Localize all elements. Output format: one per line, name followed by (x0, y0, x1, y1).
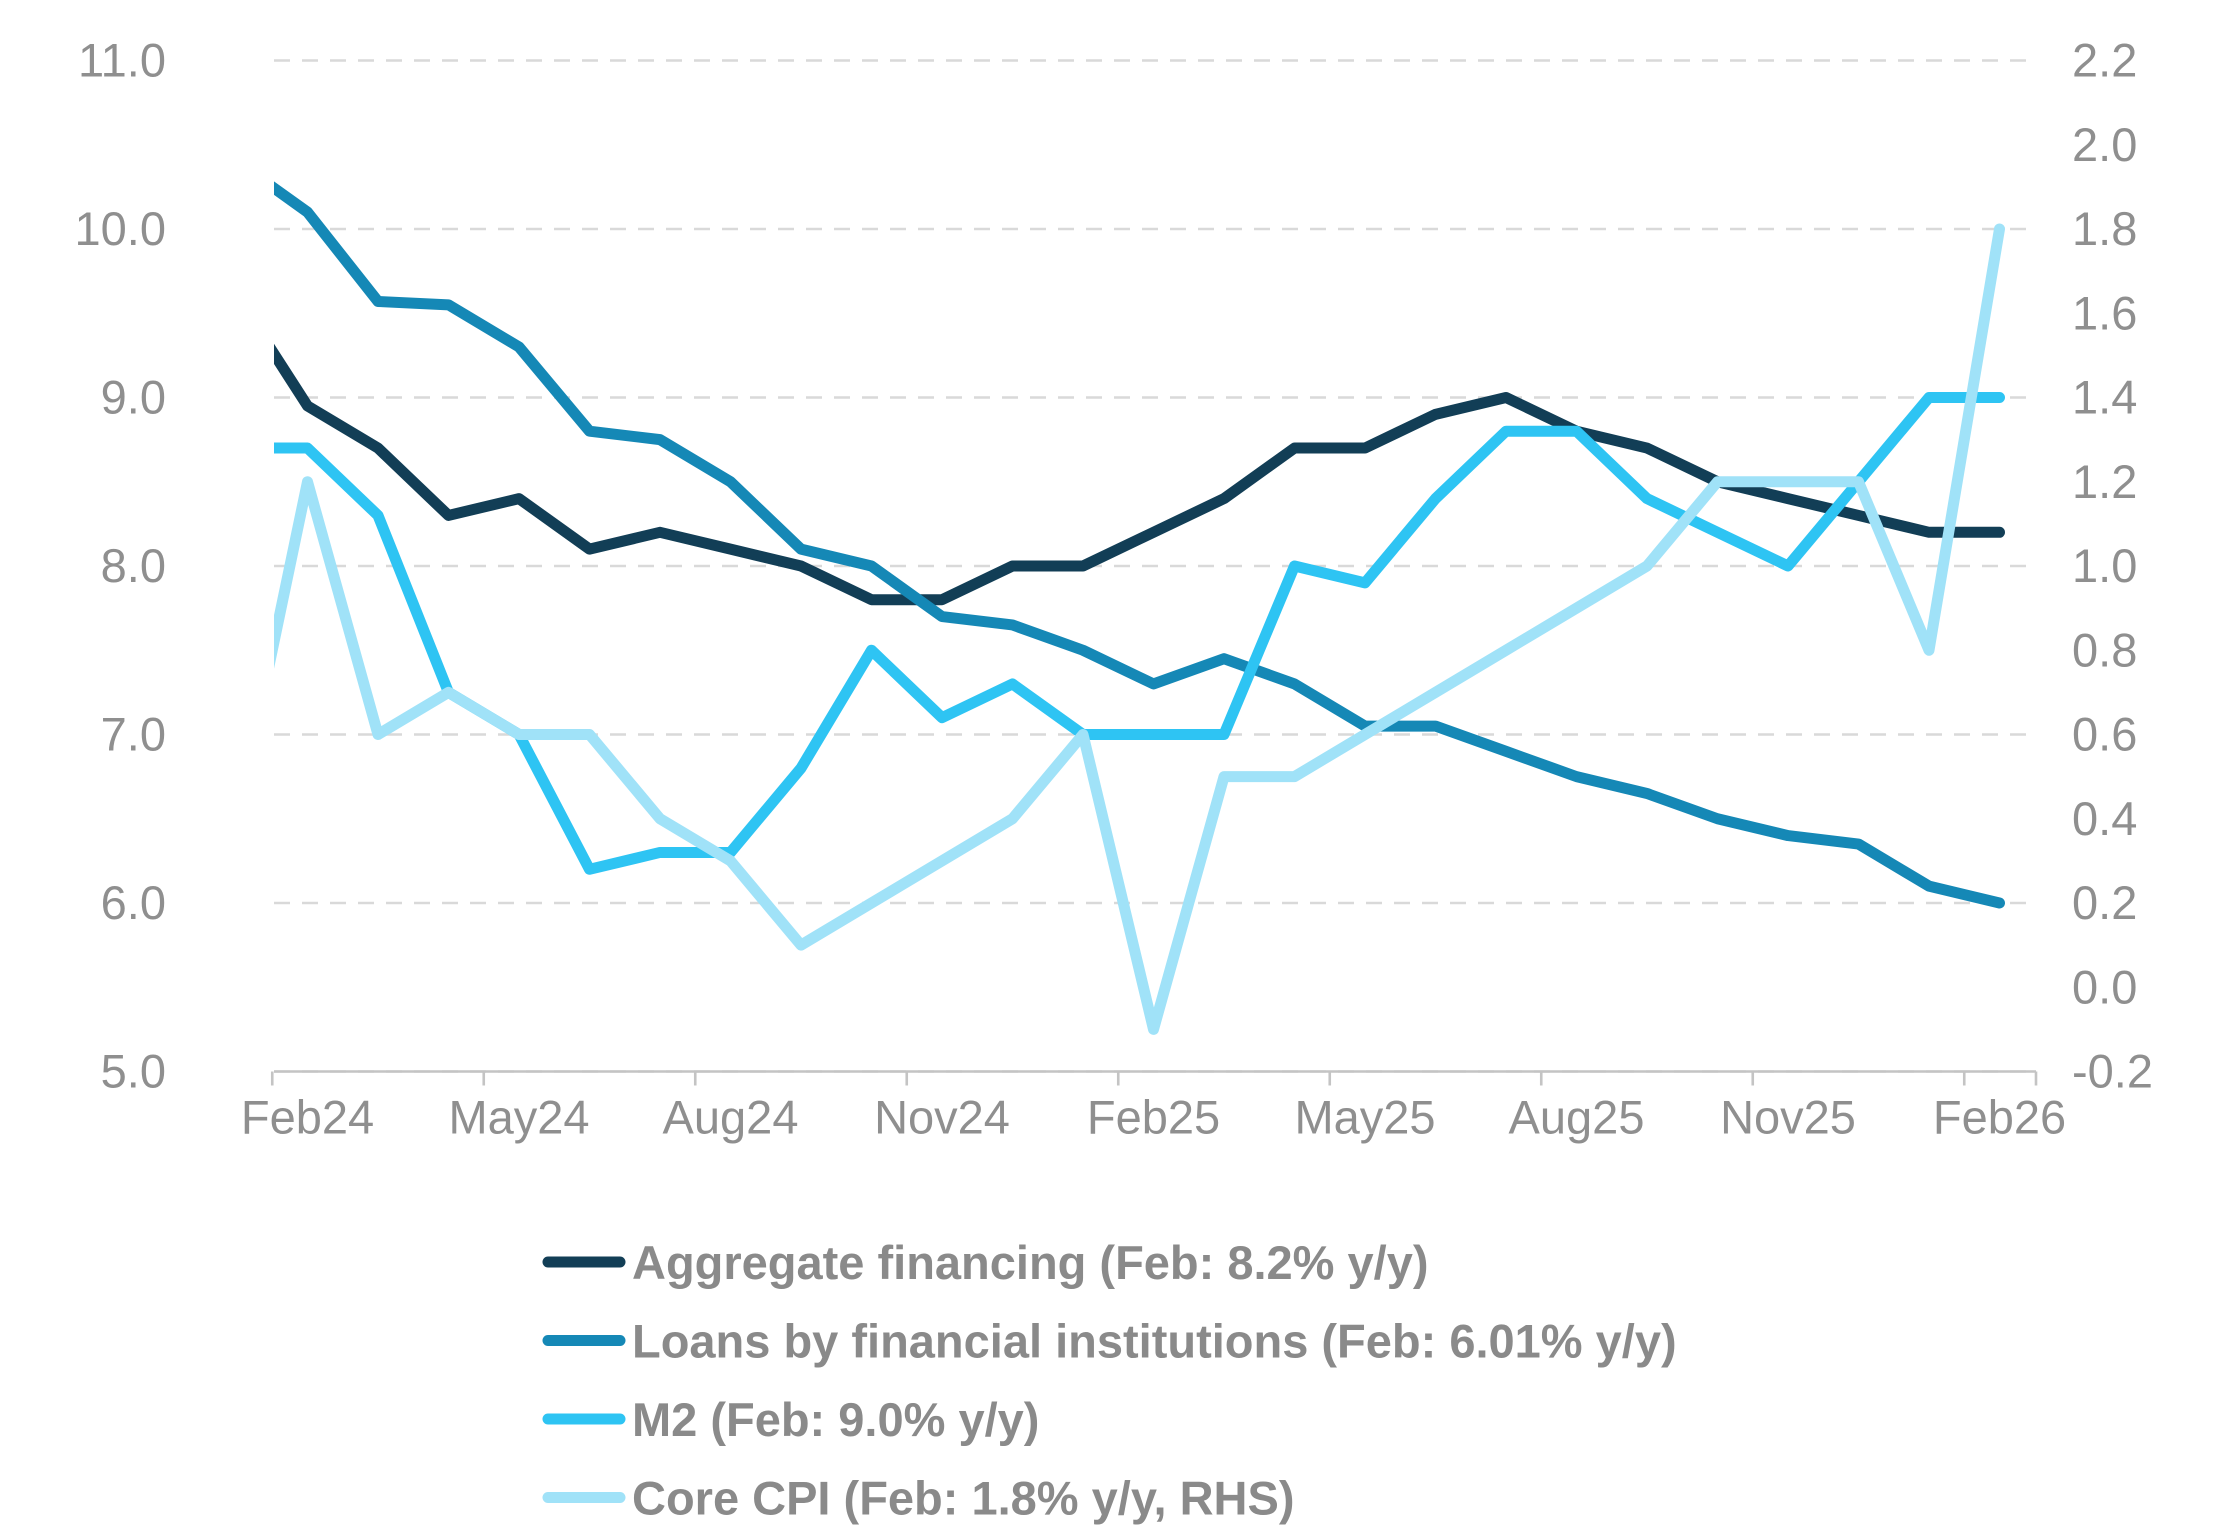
x-tick-label: May25 (1294, 1091, 1435, 1144)
y-axis-label-left: 10.0 (75, 202, 166, 255)
series-line-m2 (274, 392, 2005, 875)
y-axis-label-right: 0.8 (2072, 623, 2137, 676)
y-axis-label-left: 11.0 (78, 34, 166, 87)
x-tick-label: Aug25 (1509, 1091, 1645, 1144)
x-tick-label: Aug24 (663, 1091, 799, 1144)
y-axis-label-left: 9.0 (101, 371, 166, 424)
x-tick-label: Feb26 (1933, 1091, 2066, 1144)
y-axis-label-right: 0.4 (2072, 792, 2137, 845)
legend-item-label: Aggregate financing (Feb: 8.2% y/y) (632, 1236, 1429, 1289)
legend-item-label: Loans by financial institutions (Feb: 6.… (632, 1315, 1677, 1368)
y-axis-label-left: 8.0 (101, 539, 166, 592)
y-axis-label-right: 1.6 (2072, 286, 2137, 339)
series-line-core (274, 223, 2005, 1035)
legend-item-label: M2 (Feb: 9.0% y/y) (632, 1393, 1039, 1446)
x-tick-label: Nov25 (1720, 1091, 1856, 1144)
y-axis-label-right: 2.0 (2072, 118, 2137, 171)
y-axis-label-right: 1.8 (2072, 202, 2137, 255)
y-axis-label-right: 1.4 (2072, 371, 2137, 424)
y-axis-label-right: 0.6 (2072, 708, 2137, 761)
y-axis-label-left: 5.0 (101, 1045, 166, 1098)
y-axis-label-left: 7.0 (101, 708, 166, 761)
y-axis-label-right: 2.2 (2072, 34, 2137, 87)
x-tick-label: Nov24 (874, 1091, 1010, 1144)
series-line-aggregate (274, 343, 2005, 606)
x-tick-label: Feb24 (241, 1091, 374, 1144)
y-axis-label-right: -0.2 (2072, 1045, 2153, 1098)
y-axis-label-right: 0.2 (2072, 876, 2137, 929)
legend-item-label: Core CPI (Feb: 1.8% y/y, RHS) (632, 1472, 1295, 1525)
y-axis-label-right: 1.0 (2072, 539, 2137, 592)
x-tick-label: Feb25 (1087, 1091, 1220, 1144)
x-tick-label: May24 (448, 1091, 589, 1144)
y-axis-label-right: 1.2 (2072, 455, 2137, 508)
y-axis-label-right: 0.0 (2072, 960, 2137, 1013)
series-line-loans (274, 181, 2005, 909)
y-axis-label-left: 6.0 (101, 876, 166, 929)
